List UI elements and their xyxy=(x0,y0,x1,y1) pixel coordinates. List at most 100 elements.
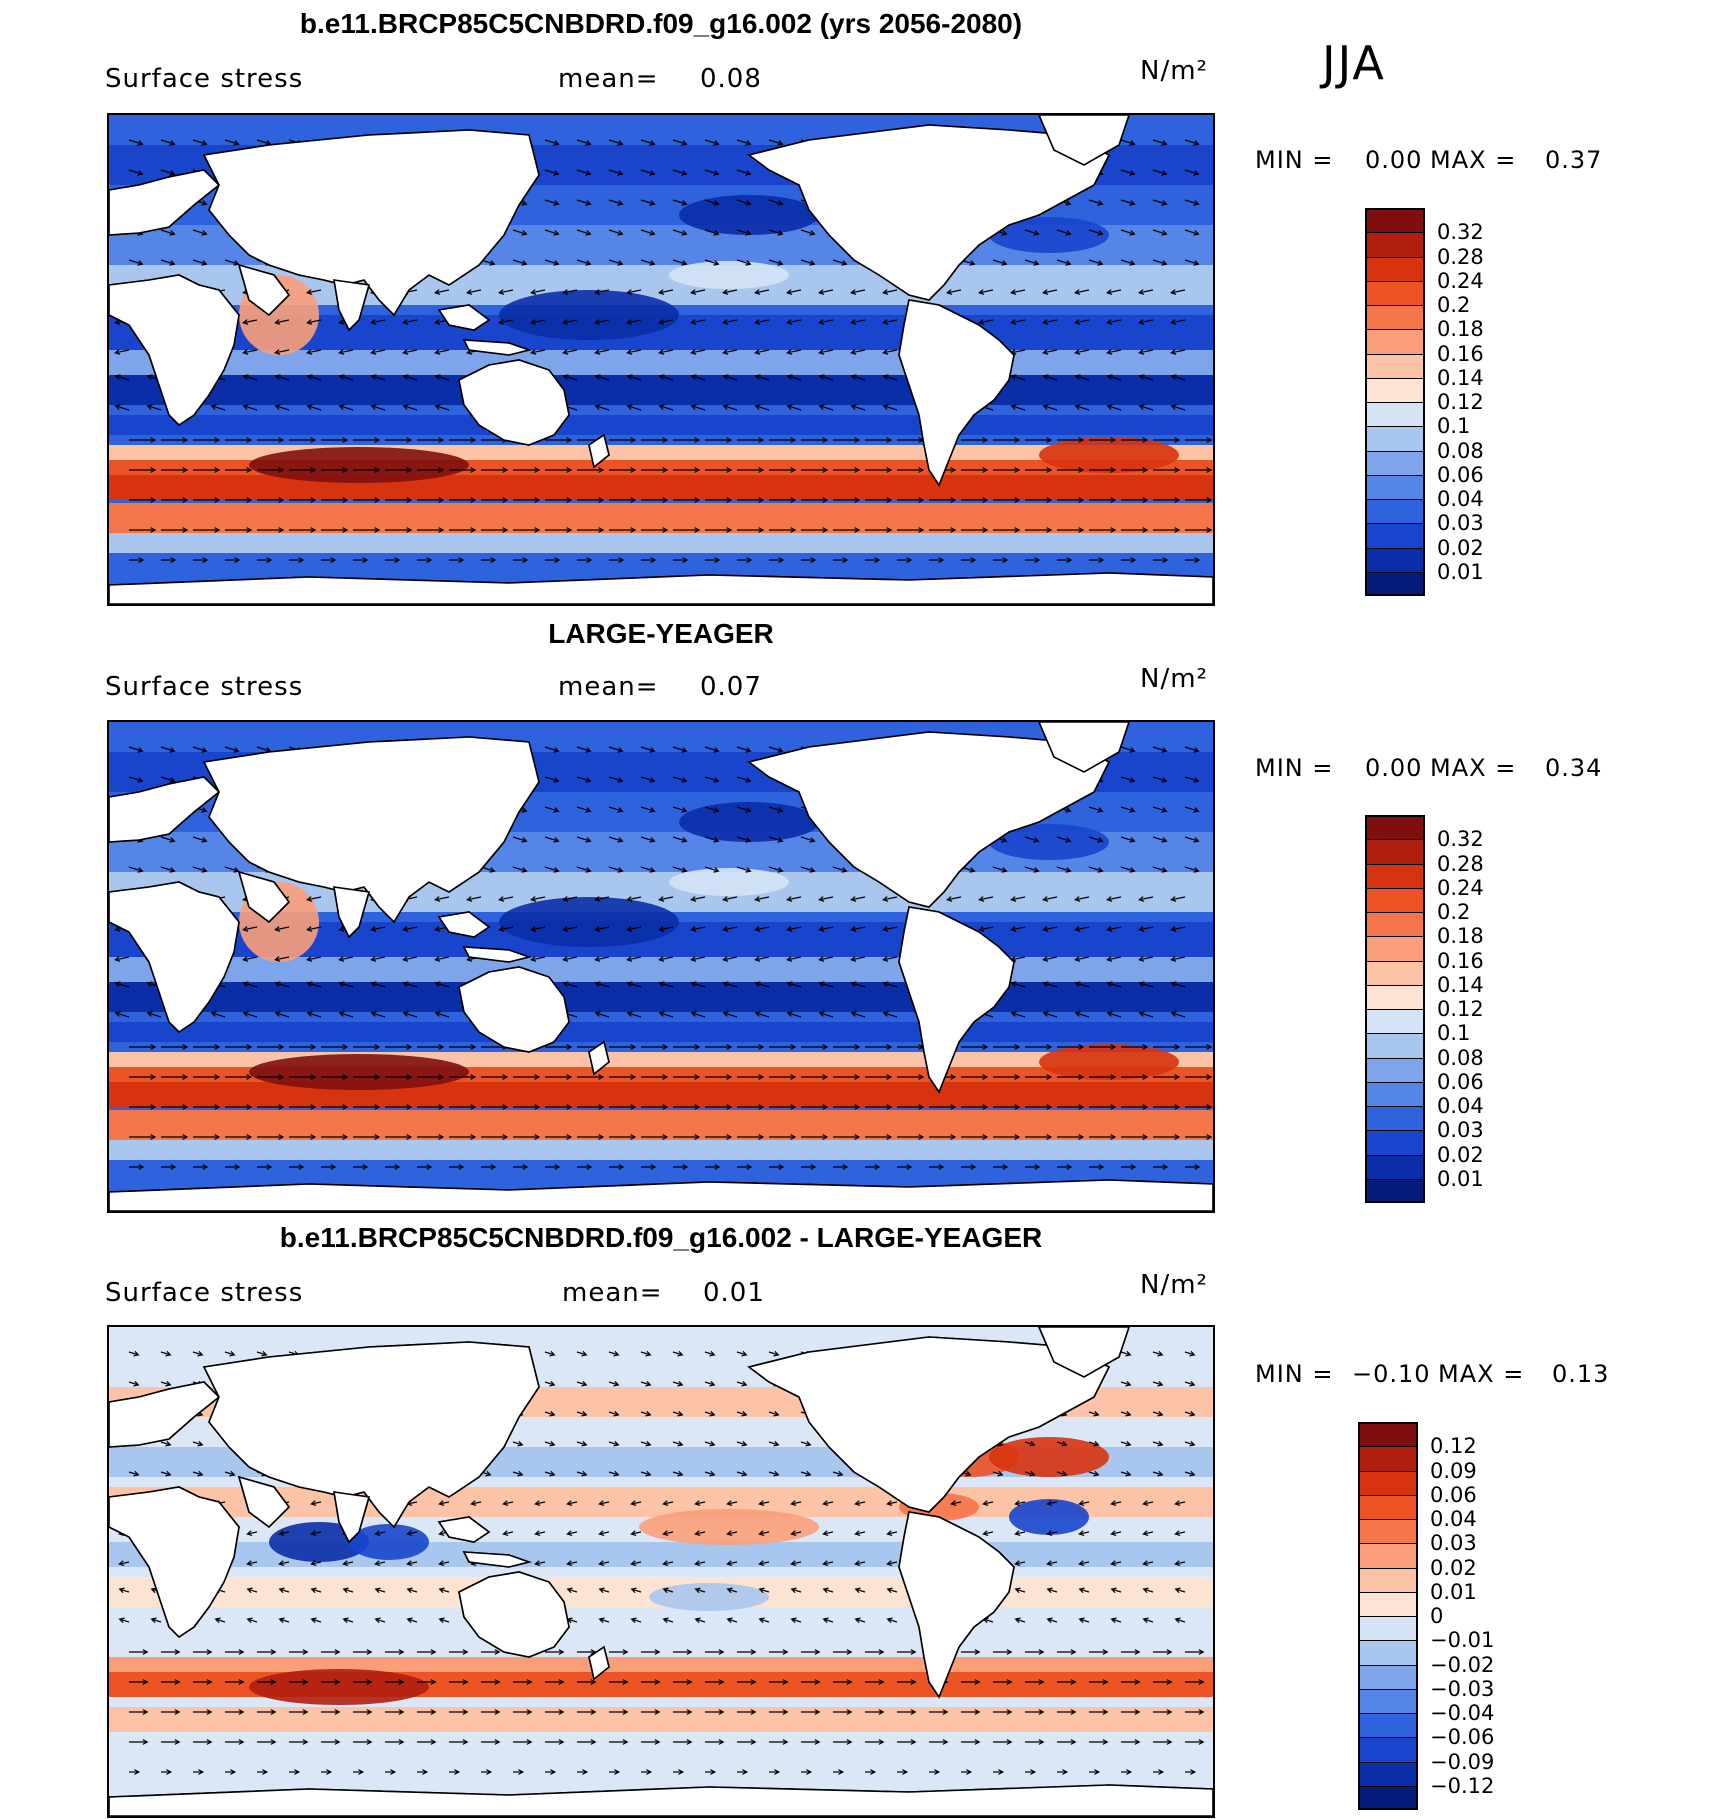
colorbar-tick-label: 0.1 xyxy=(1437,414,1471,439)
wind-stress-arrow xyxy=(705,1769,717,1775)
wind-stress-arrow xyxy=(897,1164,913,1170)
landmass-overlay xyxy=(458,966,570,1053)
wind-stress-arrow xyxy=(1185,467,1213,473)
panel-1-title: b.e11.BRCP85C5CNBDRD.f09_g16.002 (yrs 20… xyxy=(299,8,1023,39)
season-label: JJA xyxy=(1322,36,1386,90)
wind-stress-arrow xyxy=(737,1709,757,1715)
wind-stress-arrow xyxy=(512,836,528,843)
wind-stress-arrow xyxy=(882,404,898,411)
wind-stress-arrow xyxy=(129,1074,157,1080)
wind-stress-arrow xyxy=(790,1530,802,1536)
wind-stress-arrow xyxy=(833,557,849,563)
wind-stress-arrow xyxy=(594,926,610,932)
colorbar-tick-label: 0.24 xyxy=(1437,875,1484,900)
wind-stress-arrow xyxy=(1185,1044,1213,1050)
wind-stress-arrow xyxy=(1120,229,1136,236)
wind-stress-arrow xyxy=(1138,319,1154,325)
wind-stress-arrow xyxy=(1078,1587,1090,1594)
wind-stress-arrow xyxy=(850,896,866,902)
wind-stress-arrow xyxy=(630,1530,642,1536)
wind-stress-arrow xyxy=(466,896,482,902)
panel-2-colorbar: 0.32 0.28 0.24 0.2 0.18 0.16 0.14 0.12 0.1 0.08 0.… xyxy=(1365,815,1565,1203)
wind-stress-arrow xyxy=(704,1440,716,1447)
wind-stress-arrow xyxy=(1046,1617,1058,1624)
wind-stress-arrow xyxy=(818,319,834,325)
stress-band xyxy=(109,503,1213,533)
wind-stress-arrow xyxy=(562,956,578,962)
wind-stress-arrow xyxy=(545,437,573,443)
wind-stress-arrow xyxy=(786,926,802,932)
wind-stress-arrow xyxy=(672,1440,684,1447)
wind-stress-arrow xyxy=(577,497,605,503)
wind-stress-arrow xyxy=(161,1044,189,1050)
wind-stress-arrow xyxy=(1074,926,1090,932)
wind-stress-arrow xyxy=(608,866,624,873)
wind-stress-arrow xyxy=(353,1769,365,1775)
wind-stress-arrow xyxy=(256,1350,268,1357)
wind-stress-arrow xyxy=(374,1617,386,1624)
wind-stress-arrow xyxy=(594,319,610,325)
wind-stress-arrow xyxy=(544,169,560,176)
wind-stress-arrow xyxy=(854,1530,866,1536)
wind-stress-arrow xyxy=(385,1649,405,1655)
wind-stress-arrow xyxy=(833,467,861,473)
wind-stress-arrow xyxy=(609,1044,637,1050)
wind-stress-arrow xyxy=(1024,836,1040,843)
wind-stress-arrow xyxy=(210,404,226,411)
wind-stress-arrow xyxy=(1088,1410,1100,1417)
wind-stress-arrow xyxy=(1185,1739,1205,1745)
wind-stress-arrow xyxy=(726,1617,738,1624)
wind-stress-arrow xyxy=(129,557,145,563)
wind-stress-arrow xyxy=(865,557,881,563)
wind-stress-arrow xyxy=(246,1587,258,1594)
wind-stress-arrow xyxy=(1170,896,1186,902)
wind-stress-arrow xyxy=(161,1709,181,1715)
wind-stress-arrow xyxy=(1138,349,1154,355)
wind-stress-arrow xyxy=(1010,289,1026,295)
wind-stress-arrow xyxy=(1014,1587,1026,1594)
wind-stress-arrow xyxy=(242,981,258,988)
colorbar-tick-label: 0.03 xyxy=(1437,1118,1484,1143)
wind-stress-arrow xyxy=(672,1410,684,1417)
wind-stress-arrow xyxy=(1089,1164,1105,1170)
wind-stress-arrow xyxy=(1153,467,1181,473)
wind-stress-arrow xyxy=(246,1560,258,1566)
wind-stress-arrow xyxy=(225,467,253,473)
wind-stress-arrow xyxy=(694,1587,706,1594)
colorbar-swatch xyxy=(1365,1033,1425,1058)
wind-stress-arrow xyxy=(978,896,994,902)
wind-stress-arrow xyxy=(545,1104,573,1110)
wind-stress-arrow xyxy=(754,319,770,325)
wind-stress-arrow xyxy=(449,1164,465,1170)
wind-stress-arrow xyxy=(658,289,674,295)
wind-stress-arrow xyxy=(726,1587,738,1594)
wind-stress-arrow xyxy=(722,981,738,988)
wind-stress-arrow xyxy=(736,776,752,783)
wind-stress-arrow xyxy=(626,289,642,295)
landmass-overlay xyxy=(237,263,291,317)
wind-stress-arrow xyxy=(321,1074,349,1080)
wind-stress-arrow xyxy=(306,349,322,355)
wind-stress-arrow xyxy=(929,1769,941,1775)
wind-stress-arrow xyxy=(544,1470,556,1477)
wind-stress-arrow xyxy=(129,1044,157,1050)
wind-stress-arrow xyxy=(1170,319,1186,325)
wind-stress-arrow xyxy=(257,1074,285,1080)
panel-2-title: LARGE-YEAGER xyxy=(548,618,774,649)
wind-stress-arrow xyxy=(353,467,381,473)
wind-stress-arrow xyxy=(577,557,593,563)
wind-stress-arrow xyxy=(758,1560,770,1566)
wind-stress-arrow xyxy=(641,557,657,563)
wind-stress-arrow xyxy=(192,746,208,753)
wind-stress-arrow xyxy=(310,1530,322,1536)
wind-stress-arrow xyxy=(321,1769,333,1775)
stress-band xyxy=(109,415,1213,435)
wind-stress-arrow xyxy=(417,1164,433,1170)
wind-stress-arrow xyxy=(146,404,162,411)
wind-stress-arrow xyxy=(704,1410,716,1417)
wind-stress-arrow xyxy=(694,1500,706,1506)
wind-stress-arrow xyxy=(481,497,509,503)
wind-stress-arrow xyxy=(160,169,176,176)
wind-stress-arrow xyxy=(1056,1440,1068,1447)
wind-stress-arrow xyxy=(1152,259,1168,266)
